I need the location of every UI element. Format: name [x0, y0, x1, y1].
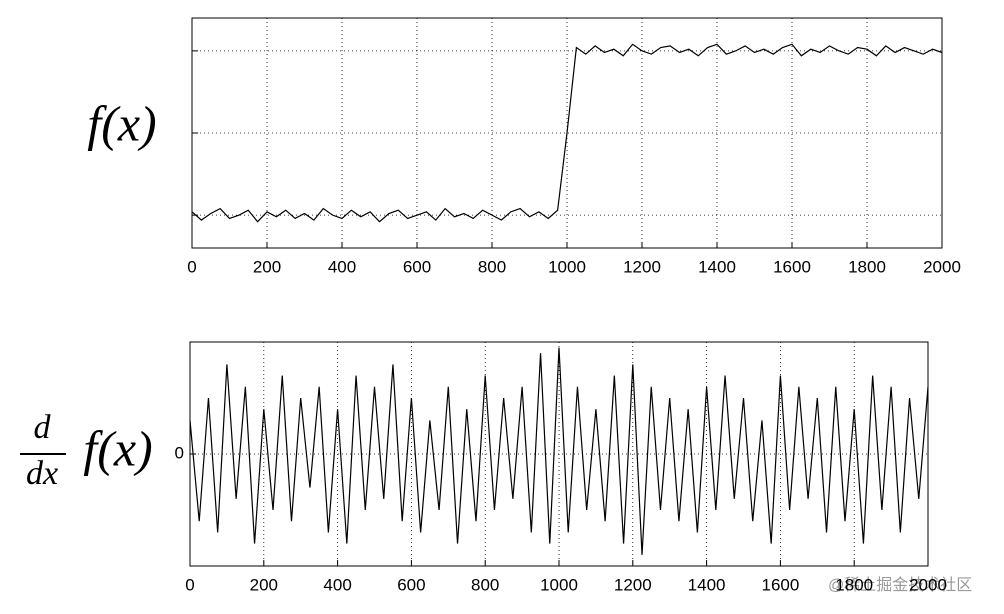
x-tick-label: 1600 [773, 257, 811, 276]
x-tick-label: 200 [253, 257, 281, 276]
x-tick-label: 1800 [848, 257, 886, 276]
x-tick-label: 0 [187, 257, 196, 276]
y-label-numerator: d [34, 409, 52, 446]
x-tick-label: 400 [328, 257, 356, 276]
x-tick-label: 800 [478, 257, 506, 276]
x-tick-label: 200 [250, 575, 278, 594]
y-axis-label: f(x) [87, 95, 156, 151]
x-tick-label: 800 [471, 575, 499, 594]
x-tick-label: 2000 [923, 257, 961, 276]
x-tick-label: 600 [397, 575, 425, 594]
plot-frame [189, 341, 929, 567]
x-tick-label: 1000 [548, 257, 586, 276]
x-tick-label: 1400 [698, 257, 736, 276]
plot-frame [191, 17, 943, 249]
data-line [189, 347, 929, 555]
y-tick-label: 0 [175, 443, 184, 462]
x-tick-label: 2000 [909, 575, 947, 594]
y-label-denominator: dx [26, 455, 58, 492]
x-tick-label: 0 [185, 575, 194, 594]
x-tick-label: 1000 [540, 575, 578, 594]
x-tick-label: 1200 [623, 257, 661, 276]
x-tick-label: 400 [323, 575, 351, 594]
x-tick-label: 1200 [614, 575, 652, 594]
x-tick-label: 1600 [761, 575, 799, 594]
x-tick-label: 600 [403, 257, 431, 276]
watermark: @稀土掘金技术社区 [828, 576, 972, 594]
x-tick-label: 1800 [835, 575, 873, 594]
y-axis-label: f(x) [83, 420, 152, 476]
data-line [191, 43, 943, 223]
x-tick-label: 1400 [688, 575, 726, 594]
